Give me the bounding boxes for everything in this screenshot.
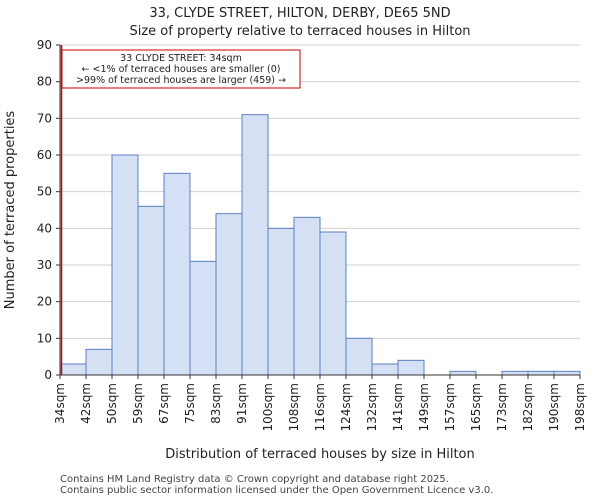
- bar: [85, 348, 113, 376]
- x-tick-label: 108sqm: [287, 383, 301, 431]
- bar: [137, 205, 165, 376]
- bar: [59, 363, 87, 376]
- bar: [345, 337, 373, 376]
- y-tick-label: 30: [37, 258, 52, 272]
- bar: [527, 370, 555, 376]
- x-tick-label: 124sqm: [339, 383, 353, 431]
- y-tick-label: 90: [37, 38, 52, 52]
- x-tick-label: 149sqm: [417, 383, 431, 431]
- x-tick-label: 59sqm: [131, 383, 145, 424]
- chart-title: 33, CLYDE STREET, HILTON, DERBY, DE65 5N…: [149, 6, 451, 21]
- y-tick-label: 50: [37, 185, 52, 199]
- x-tick-label: 190sqm: [547, 383, 561, 431]
- y-tick-label: 40: [37, 221, 52, 235]
- annotation-box: [61, 49, 301, 89]
- x-axis-label: Distribution of terraced houses by size …: [165, 447, 475, 462]
- x-tick-label: 83sqm: [209, 383, 223, 424]
- x-tick-label: 165sqm: [469, 383, 483, 431]
- x-tick-label: 42sqm: [79, 383, 93, 424]
- bar: [215, 213, 243, 376]
- x-tick-label: 132sqm: [365, 383, 379, 431]
- y-axis-label: Number of terraced properties: [3, 111, 18, 310]
- y-tick-label: 80: [37, 75, 52, 89]
- x-tick-label: 67sqm: [157, 383, 171, 424]
- y-tick-label: 0: [44, 368, 52, 382]
- x-tick-label: 141sqm: [391, 383, 405, 431]
- bar: [111, 154, 139, 376]
- bar: [501, 370, 529, 376]
- annotation-line: ← <1% of terraced houses are smaller (0): [82, 64, 281, 75]
- bar: [319, 231, 347, 376]
- footer-copyright: Contains HM Land Registry data © Crown c…: [60, 474, 449, 485]
- bar: [371, 363, 399, 376]
- bar: [189, 260, 217, 376]
- bar: [163, 172, 191, 376]
- y-tick-label: 10: [37, 331, 52, 345]
- x-tick-label: 91sqm: [235, 383, 249, 424]
- y-tick-label: 70: [37, 111, 52, 125]
- y-tick-label: 60: [37, 148, 52, 162]
- bar: [449, 370, 477, 376]
- x-tick-label: 34sqm: [53, 383, 67, 424]
- bar: [553, 370, 581, 376]
- bar: [293, 216, 321, 376]
- chart-subtitle: Size of property relative to terraced ho…: [129, 24, 471, 39]
- x-tick-label: 75sqm: [183, 383, 197, 424]
- bar: [267, 227, 295, 376]
- x-tick-label: 198sqm: [573, 383, 587, 431]
- x-tick-label: 157sqm: [443, 383, 457, 431]
- x-tick-label: 50sqm: [105, 383, 119, 424]
- footer-licence: Contains public sector information licen…: [60, 485, 494, 496]
- x-tick-label: 182sqm: [521, 383, 535, 431]
- bar: [241, 114, 269, 376]
- annotation-line: 33 CLYDE STREET: 34sqm: [120, 53, 242, 64]
- x-tick-label: 173sqm: [495, 383, 509, 431]
- x-tick-label: 100sqm: [261, 383, 275, 431]
- bar: [397, 359, 425, 376]
- x-tick-label: 116sqm: [313, 383, 327, 431]
- y-tick-label: 20: [37, 295, 52, 309]
- annotation-line: >99% of terraced houses are larger (459)…: [76, 75, 286, 86]
